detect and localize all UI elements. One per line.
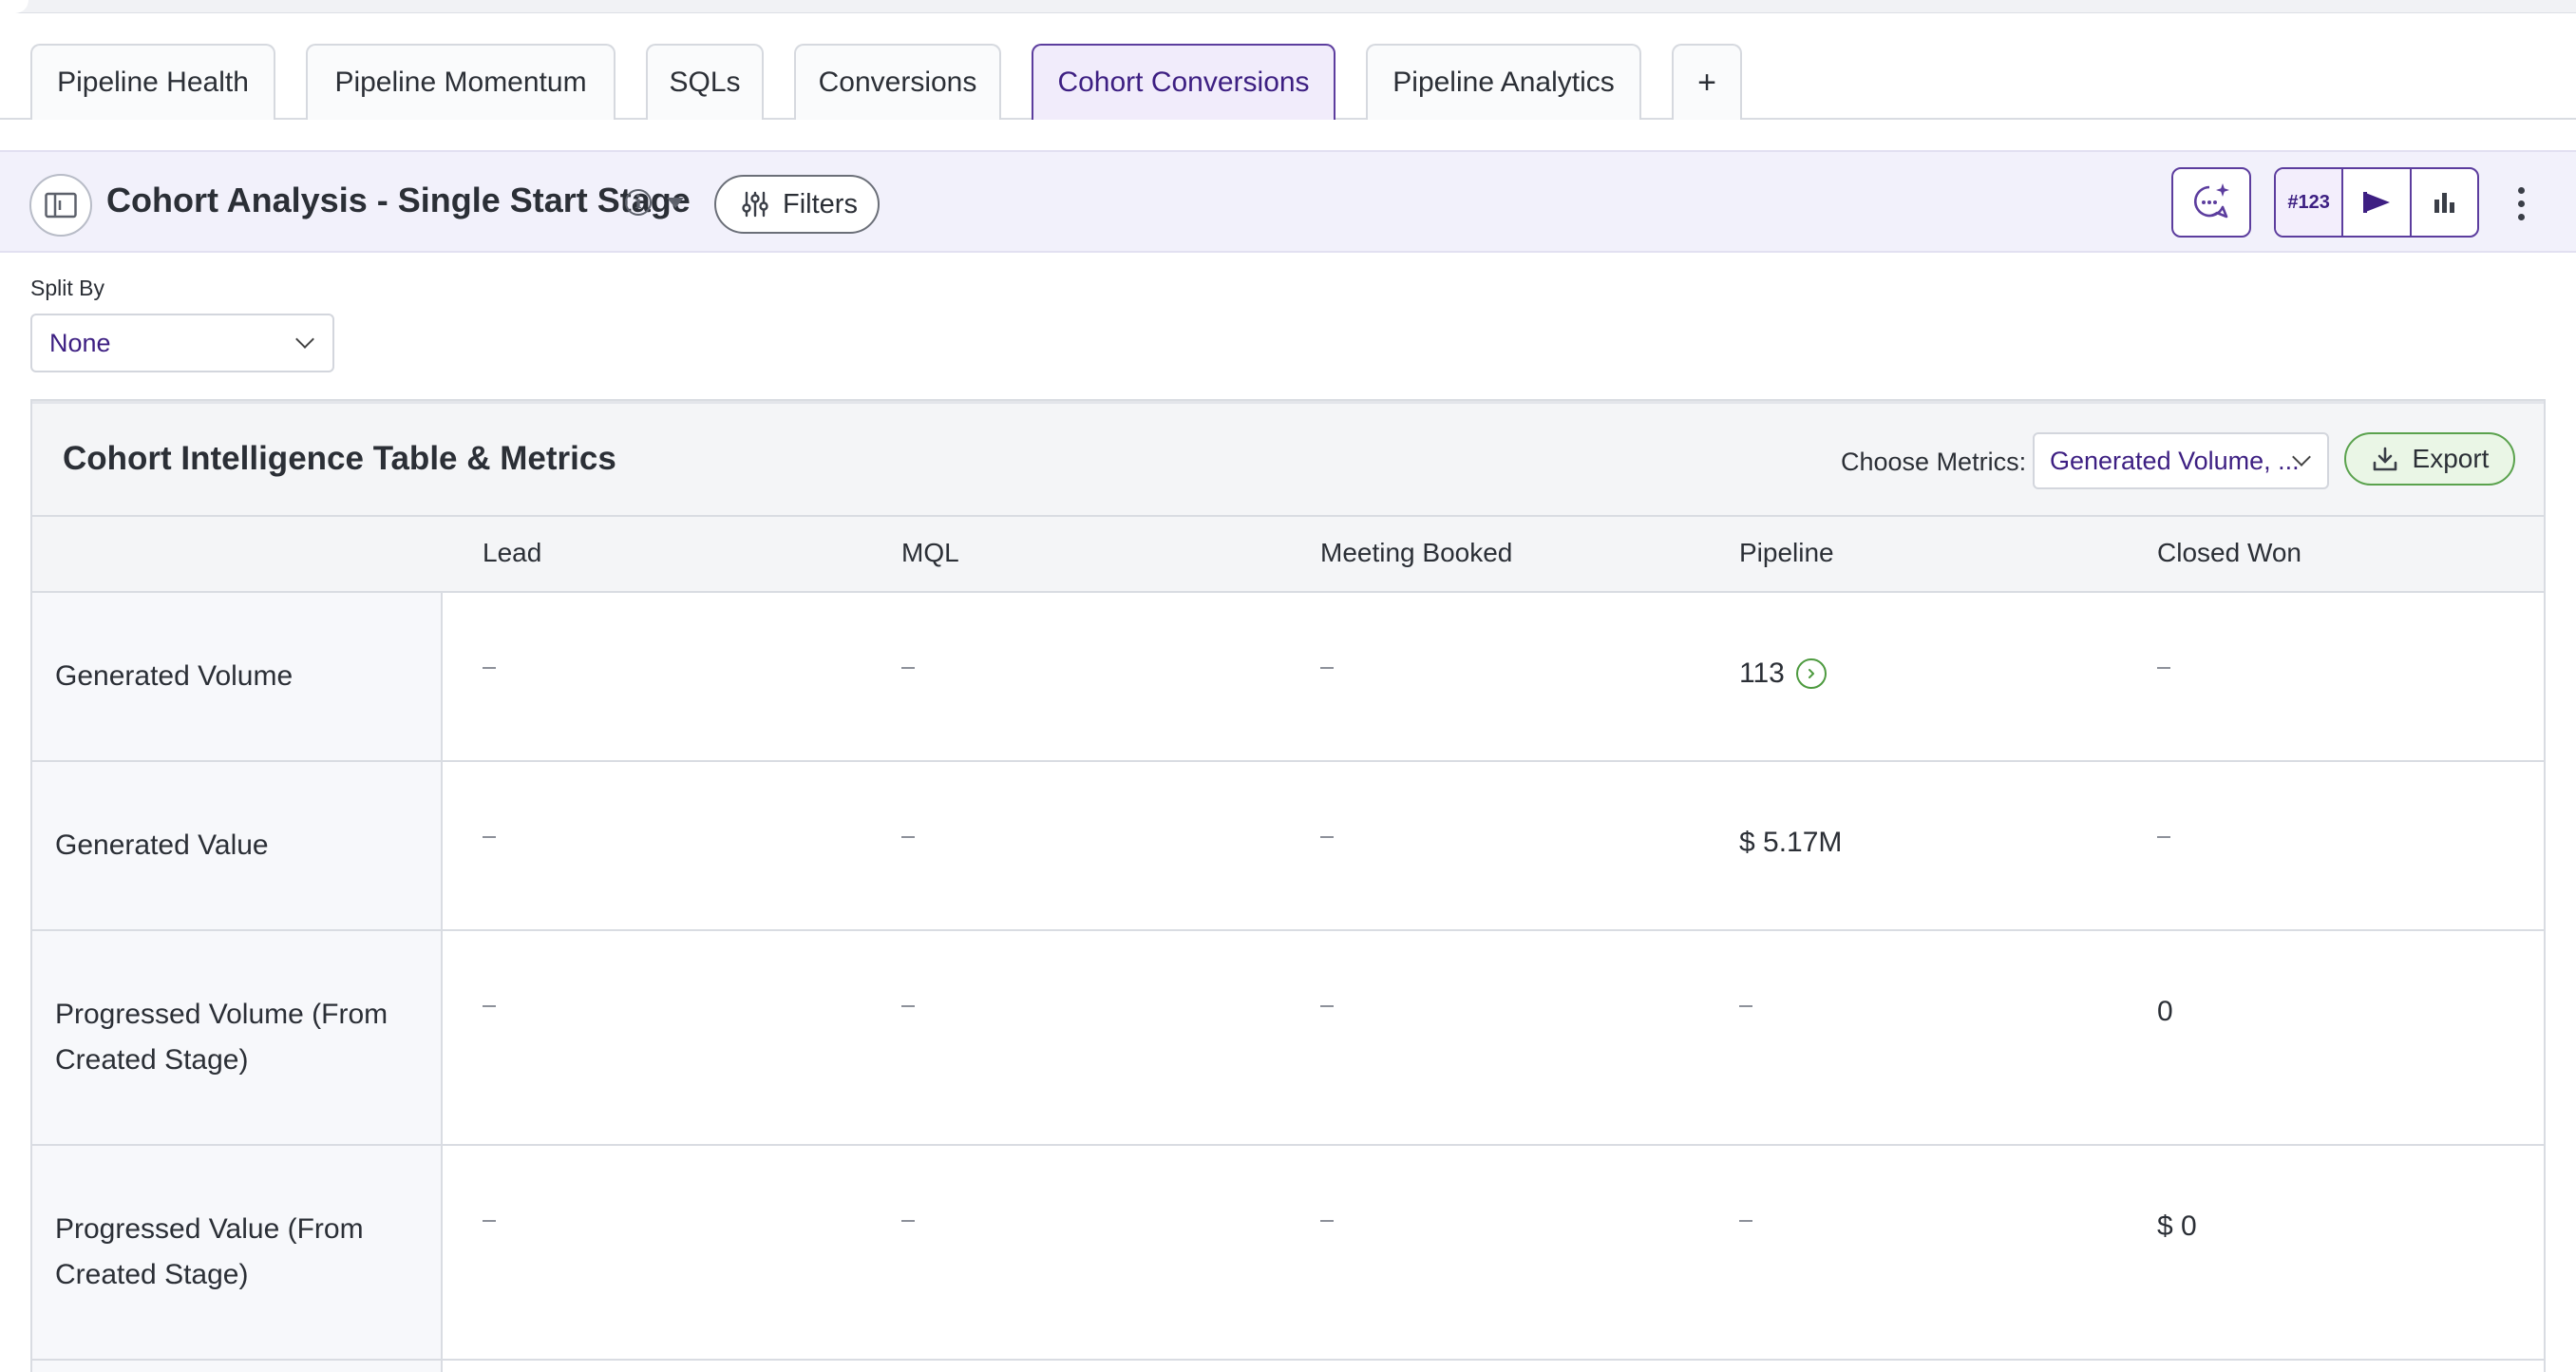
sidebar-toggle-icon[interactable] bbox=[29, 174, 92, 237]
row-label bbox=[32, 1361, 443, 1372]
table-row: Generated Volume 113 bbox=[32, 593, 2544, 762]
card-header: Cohort Intelligence Table & Metrics Choo… bbox=[32, 401, 2544, 517]
table-row: Progressed Volume (From Created Stage) 0 bbox=[32, 931, 2544, 1146]
empty-cell bbox=[901, 667, 915, 669]
table-cell: $ 5.17M bbox=[1739, 827, 1842, 859]
empty-cell bbox=[1320, 836, 1334, 838]
row-label: Generated Value bbox=[32, 762, 443, 929]
choose-metrics-select[interactable]: Generated Volume, ... bbox=[2033, 432, 2329, 489]
sliders-icon bbox=[741, 190, 769, 219]
empty-cell bbox=[483, 836, 496, 838]
drill-down-icon[interactable] bbox=[1795, 658, 1827, 689]
empty-cell bbox=[901, 1005, 915, 1007]
card-title: Cohort Intelligence Table & Metrics bbox=[63, 440, 616, 477]
cell-value: 0 bbox=[2157, 996, 2173, 1027]
tab-sqls[interactable]: SQLs bbox=[646, 44, 764, 120]
table-row bbox=[32, 1361, 2544, 1372]
report-title: Cohort Analysis - Single Start Stage bbox=[106, 181, 691, 219]
column-header: Meeting Booked bbox=[1320, 538, 1513, 567]
filters-button[interactable]: Filters bbox=[714, 175, 880, 234]
info-icon[interactable]: i bbox=[625, 189, 652, 216]
bar-chart-icon[interactable] bbox=[2412, 169, 2477, 236]
row-label: Progressed Volume (From Created Stage) bbox=[32, 931, 443, 1144]
empty-cell bbox=[483, 667, 496, 669]
export-button[interactable]: Export bbox=[2344, 432, 2515, 486]
add-tab-button[interactable]: + bbox=[1672, 44, 1742, 120]
number-format-toggle[interactable]: #123 bbox=[2276, 169, 2344, 236]
column-header: Closed Won bbox=[2157, 538, 2302, 567]
table-cell: 0 bbox=[2157, 996, 2173, 1028]
table-cell: $ 0 bbox=[2157, 1210, 2197, 1243]
empty-cell bbox=[2157, 836, 2170, 838]
empty-cell bbox=[901, 1220, 915, 1222]
choose-metrics-label: Choose Metrics: bbox=[1841, 448, 2027, 476]
cell-value: $ 5.17M bbox=[1739, 827, 1843, 858]
tab-pipeline-health[interactable]: Pipeline Health bbox=[30, 44, 275, 120]
table-header-row: Lead MQL Meeting Booked Pipeline Closed … bbox=[32, 517, 2544, 593]
empty-cell bbox=[1320, 1005, 1334, 1007]
choose-metrics-value: Generated Volume, ... bbox=[2050, 446, 2300, 475]
split-by-value: None bbox=[49, 328, 111, 357]
tab-conversions[interactable]: Conversions bbox=[794, 44, 1001, 120]
tab-pipeline-momentum[interactable]: Pipeline Momentum bbox=[306, 44, 616, 120]
ai-chat-sparkle-icon bbox=[2190, 181, 2232, 223]
ai-chat-button[interactable] bbox=[2171, 167, 2251, 238]
empty-cell bbox=[1739, 1005, 1752, 1007]
empty-cell bbox=[901, 836, 915, 838]
table-row: Progressed Value (From Created Stage) $ … bbox=[32, 1146, 2544, 1361]
column-header: Pipeline bbox=[1739, 538, 1834, 567]
caret-down-icon[interactable] bbox=[667, 198, 684, 208]
row-label: Generated Volume bbox=[32, 593, 443, 760]
column-header: Lead bbox=[483, 538, 542, 567]
more-vertical-icon[interactable] bbox=[2508, 175, 2534, 232]
empty-cell bbox=[2157, 667, 2170, 669]
tab-cohort-conversions[interactable]: Cohort Conversions bbox=[1032, 44, 1335, 120]
row-label: Progressed Value (From Created Stage) bbox=[32, 1146, 443, 1359]
top-strip bbox=[0, 0, 2576, 13]
split-by-label: Split By bbox=[30, 276, 104, 300]
export-label: Export bbox=[2412, 444, 2490, 473]
report-header: Cohort Analysis - Single Start Stage i F… bbox=[0, 150, 2576, 253]
cell-value: $ 0 bbox=[2157, 1210, 2197, 1242]
table-row: Generated Value $ 5.17M bbox=[32, 762, 2544, 931]
download-icon bbox=[2371, 445, 2399, 473]
visualization-toggle-group: #123 bbox=[2274, 167, 2479, 238]
empty-cell bbox=[1320, 667, 1334, 669]
empty-cell bbox=[483, 1005, 496, 1007]
flag-icon[interactable] bbox=[2343, 169, 2412, 236]
cohort-table-card: Cohort Intelligence Table & Metrics Choo… bbox=[30, 399, 2546, 1372]
chevron-down-icon bbox=[295, 330, 314, 349]
column-header: MQL bbox=[901, 538, 959, 567]
table-cell: 113 bbox=[1739, 657, 1827, 690]
empty-cell bbox=[1320, 1220, 1334, 1222]
empty-cell bbox=[1739, 1220, 1752, 1222]
tab-pipeline-analytics[interactable]: Pipeline Analytics bbox=[1366, 44, 1641, 120]
cell-value: 113 bbox=[1739, 657, 1785, 689]
filters-label: Filters bbox=[783, 188, 858, 219]
report-tab-bar: Pipeline Health Pipeline Momentum SQLs C… bbox=[0, 13, 2576, 120]
split-by-select[interactable]: None bbox=[30, 314, 334, 372]
empty-cell bbox=[483, 1220, 496, 1222]
